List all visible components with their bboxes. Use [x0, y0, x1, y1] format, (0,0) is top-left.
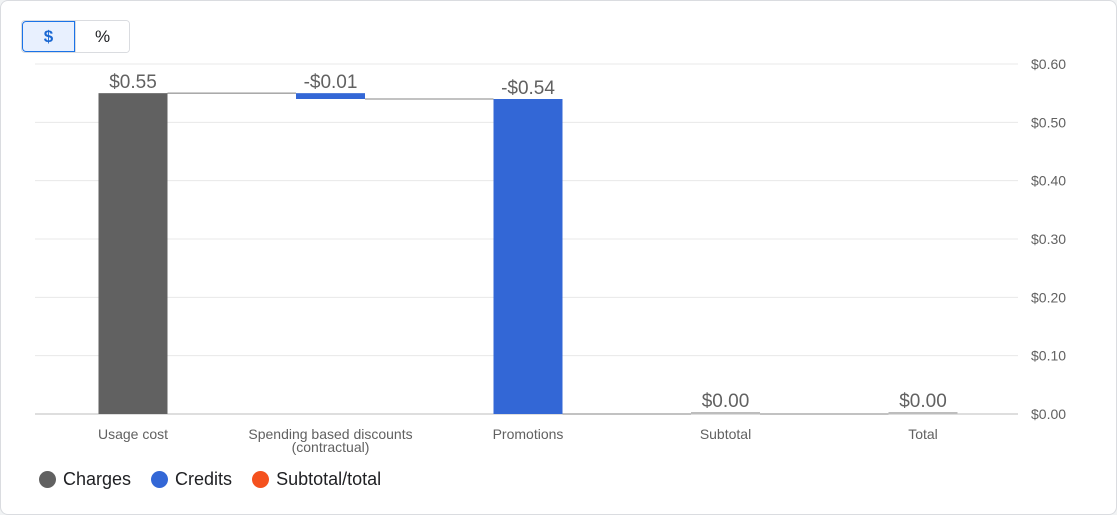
- percent-toggle-button[interactable]: %: [75, 21, 129, 52]
- x-category-label: Subtotal: [700, 426, 751, 442]
- bar-charges: [98, 93, 168, 415]
- unit-toggle[interactable]: $ %: [21, 20, 130, 53]
- bar-credits: [493, 99, 563, 414]
- y-tick-label: $0.60: [1031, 56, 1066, 72]
- x-category-label: Total: [908, 426, 938, 442]
- legend-swatch-icon: [252, 471, 270, 488]
- y-tick-label: $0.30: [1031, 231, 1066, 247]
- x-category-label: Spending based discounts: [248, 426, 412, 442]
- y-tick-label: $0.20: [1031, 289, 1066, 305]
- legend-swatch-icon: [39, 471, 56, 488]
- bar-value-label: $0.55: [109, 72, 157, 93]
- legend-label: Charges: [63, 469, 132, 489]
- bar-value-label: $0.00: [899, 391, 947, 412]
- bar-subtotal: [888, 412, 958, 414]
- legend-item[interactable]: Charges: [39, 469, 131, 490]
- bar-value-label: -$0.01: [304, 72, 358, 93]
- legend-label: Credits: [175, 469, 233, 489]
- x-category-label: (contractual): [292, 439, 370, 455]
- bar-value-label: -$0.54: [501, 78, 555, 99]
- y-tick-label: $0.00: [1031, 406, 1066, 422]
- legend-item[interactable]: Credits: [151, 469, 232, 490]
- legend-label: Subtotal/total: [276, 469, 382, 489]
- x-category-label: Promotions: [493, 426, 564, 442]
- bar-value-label: $0.00: [702, 391, 750, 412]
- y-tick-label: $0.50: [1031, 114, 1066, 130]
- chart-legend: Charges Credits Subtotal/total: [39, 469, 381, 490]
- x-category-label: Usage cost: [98, 426, 168, 442]
- waterfall-chart: $0.00 $0.10 $0.20 $0.30 $0.40 $0.50 $0.60 $0.55…: [35, 56, 1066, 455]
- y-tick-label: $0.10: [1031, 348, 1066, 364]
- bar-credits: [296, 93, 365, 99]
- bar-subtotal: [691, 412, 760, 414]
- legend-item[interactable]: Subtotal/total: [252, 469, 381, 490]
- dollar-toggle-button[interactable]: $: [22, 21, 75, 52]
- y-tick-label: $0.40: [1031, 173, 1066, 189]
- legend-swatch-icon: [151, 471, 169, 488]
